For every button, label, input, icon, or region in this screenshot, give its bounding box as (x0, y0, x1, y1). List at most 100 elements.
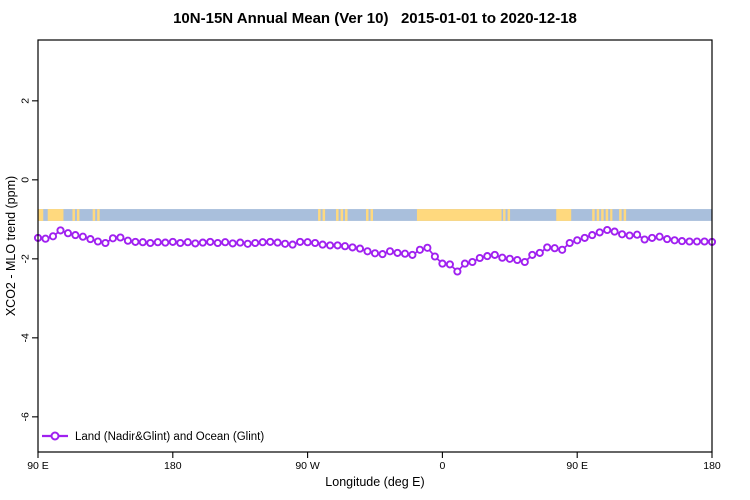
data-point (670, 236, 679, 245)
data-point (498, 253, 507, 262)
data-point (116, 233, 125, 242)
data-point (48, 232, 58, 241)
data-point (618, 230, 627, 239)
data-point (453, 267, 462, 276)
data-point (595, 228, 604, 237)
data-point (648, 233, 657, 242)
x-tick-label: 0 (439, 460, 445, 472)
data-point (535, 248, 544, 257)
data-point (580, 233, 589, 242)
data-point (430, 252, 439, 261)
data-point (475, 253, 484, 263)
data-point (101, 238, 110, 248)
data-point (71, 231, 80, 240)
data-point (513, 255, 522, 265)
data-point (303, 238, 312, 247)
data-point (438, 259, 447, 268)
data-point (138, 238, 147, 247)
y-tick-label: 0 (20, 177, 32, 183)
data-point (348, 243, 357, 252)
x-tick-label: 90 E (566, 460, 588, 472)
y-tick-label: -6 (20, 412, 32, 421)
data-point (640, 235, 649, 244)
y-tick-label: -4 (20, 333, 32, 342)
data-point (655, 232, 664, 241)
data-point (266, 237, 275, 246)
y-tick-label: -2 (20, 254, 32, 263)
data-point (677, 237, 687, 246)
data-point (558, 245, 567, 254)
data-point (633, 230, 642, 239)
data-point (355, 244, 365, 253)
data-point (221, 238, 230, 247)
data-point (273, 238, 282, 247)
data-point (393, 248, 402, 257)
data-point (236, 238, 245, 247)
data-point (385, 247, 395, 256)
data-point (251, 238, 260, 248)
data-point (550, 244, 559, 253)
data-point (483, 252, 492, 261)
data-point (603, 225, 612, 235)
data-point (131, 237, 140, 246)
data-point (363, 247, 372, 256)
data-point (198, 238, 207, 247)
data-point (146, 238, 155, 248)
legend-marker-circle (50, 431, 60, 441)
data-point (153, 238, 162, 247)
data-point (333, 241, 342, 250)
data-point (206, 237, 215, 246)
data-point (445, 260, 454, 269)
data-point (460, 259, 469, 268)
data-point (415, 245, 424, 254)
data-point (340, 242, 350, 251)
data-point (543, 243, 552, 252)
plot-box (37, 39, 713, 453)
data-point (183, 238, 192, 247)
data-point (108, 234, 117, 243)
data-point (168, 237, 177, 246)
data-point (625, 231, 634, 240)
data-point (468, 257, 477, 267)
surface-band-ocean (38, 209, 712, 221)
data-point (663, 235, 672, 244)
data-point (258, 238, 267, 247)
data-point (311, 238, 320, 248)
data-point (281, 239, 290, 248)
data-point (318, 240, 327, 249)
data-point (93, 237, 102, 246)
data-point (326, 241, 335, 250)
data-point (400, 249, 410, 258)
data-point (243, 239, 252, 248)
x-tick-label: 90 W (295, 460, 320, 472)
data-point (213, 238, 222, 248)
data-point (565, 238, 574, 248)
data-point (296, 237, 305, 246)
data-point (700, 237, 709, 246)
data-point (378, 250, 387, 259)
data-point (528, 250, 537, 259)
data-point (41, 234, 50, 243)
data-point (423, 243, 432, 252)
data-point (610, 227, 619, 236)
data-point (86, 235, 95, 244)
x-tick-label: 180 (703, 460, 721, 472)
data-point (505, 254, 514, 263)
data-point (63, 229, 73, 238)
data-point (692, 237, 702, 246)
data-point (78, 232, 87, 241)
data-point (228, 239, 237, 248)
legend-label: Land (Nadir&Glint) and Ocean (Glint) (75, 431, 264, 443)
data-point (123, 236, 132, 245)
data-point (191, 239, 200, 248)
data-point (370, 249, 380, 258)
data-point (490, 250, 499, 259)
data-point (573, 236, 582, 245)
x-tick-label: 90 E (27, 460, 49, 472)
data-point (588, 231, 597, 240)
y-axis-title: XCO2 - MLO trend (ppm) (4, 175, 18, 317)
data-point (408, 250, 417, 259)
chart-title: 10N-15N Annual Mean (Ver 10) 2015-01-01 … (173, 10, 577, 27)
